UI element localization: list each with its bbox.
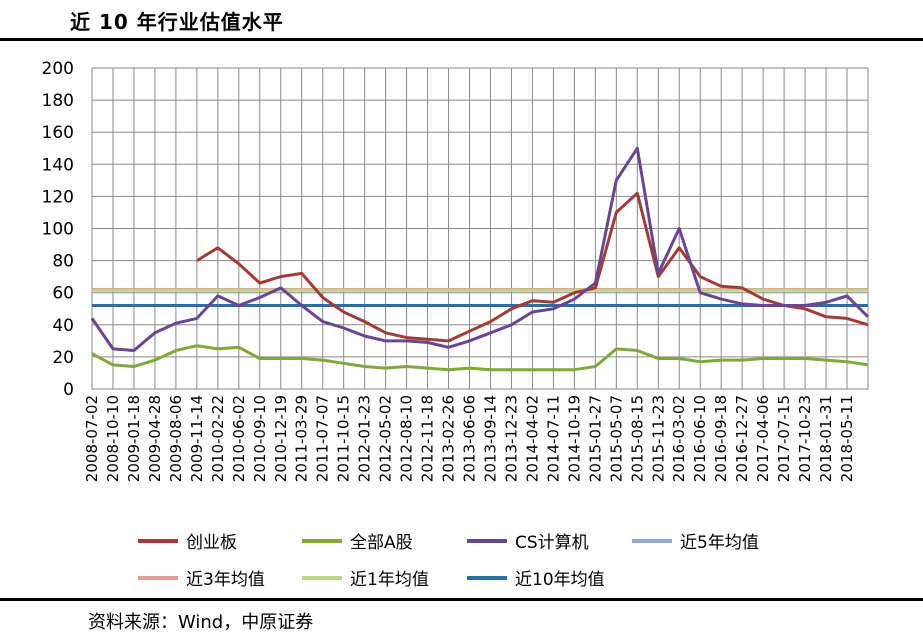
legend-swatch <box>302 576 342 580</box>
x-tick-label: 2010-06-02 <box>230 395 248 482</box>
y-tick-label: 80 <box>52 252 74 272</box>
x-tick-label: 2010-12-19 <box>272 395 290 482</box>
x-tick-label: 2014-04-02 <box>523 395 541 482</box>
y-tick-label: 20 <box>52 348 74 368</box>
legend-label: 近1年均值 <box>350 570 429 590</box>
x-tick-label: 2010-09-10 <box>251 395 269 482</box>
x-tick-label: 2016-12-27 <box>733 395 751 482</box>
x-tick-label: 2008-07-02 <box>83 395 101 482</box>
x-tick-label: 2018-01-31 <box>817 395 835 482</box>
legend-label: 近5年均值 <box>680 533 759 553</box>
x-tick-label: 2012-01-23 <box>356 395 374 482</box>
bottom-rule <box>0 598 923 601</box>
x-tick-label: 2012-05-02 <box>377 395 395 482</box>
y-tick-label: 140 <box>42 155 74 175</box>
y-tick-label: 160 <box>42 123 74 143</box>
legend-label: CS计算机 <box>515 533 589 553</box>
y-tick-label: 40 <box>52 316 74 336</box>
x-tick-label: 2009-04-28 <box>146 395 164 482</box>
legend-swatch <box>138 539 178 543</box>
legend-label: 全部A股 <box>350 533 413 553</box>
top-rule <box>0 38 923 41</box>
x-tick-label: 2015-05-07 <box>607 395 625 482</box>
x-tick-label: 2017-07-15 <box>775 395 793 482</box>
x-tick-label: 2016-09-18 <box>712 395 730 482</box>
legend-label: 创业板 <box>186 533 237 553</box>
y-tick-label: 200 <box>42 59 74 79</box>
legend-label: 近10年均值 <box>515 570 605 590</box>
legend-swatch <box>467 539 507 543</box>
legend-swatch <box>302 539 342 543</box>
x-tick-label: 2013-02-26 <box>440 395 458 482</box>
x-tick-label: 2017-04-06 <box>754 395 772 482</box>
x-tick-label: 2016-06-10 <box>691 395 709 482</box>
legend-swatch <box>632 539 672 543</box>
x-tick-label: 2015-11-23 <box>649 395 667 482</box>
x-tick-label: 2013-06-06 <box>461 395 479 482</box>
x-tick-label: 2009-08-06 <box>167 395 185 482</box>
y-tick-label: 60 <box>52 284 74 304</box>
x-tick-label: 2009-01-18 <box>125 395 143 482</box>
legend-swatch <box>138 576 178 580</box>
x-tick-label: 2015-08-15 <box>628 395 646 482</box>
x-tick-label: 2011-10-15 <box>335 395 353 482</box>
y-tick-label: 0 <box>63 380 74 400</box>
x-tick-label: 2009-11-14 <box>188 395 206 482</box>
legend-swatch <box>467 576 507 580</box>
x-tick-label: 2014-10-19 <box>565 395 583 482</box>
x-tick-label: 2011-03-29 <box>293 395 311 482</box>
x-tick-label: 2013-12-23 <box>502 395 520 482</box>
y-tick-label: 180 <box>42 91 74 111</box>
x-tick-label: 2011-07-07 <box>314 395 332 482</box>
source-note: 资料来源：Wind，中原证券 <box>88 612 314 633</box>
legend-label: 近3年均值 <box>186 570 265 590</box>
x-tick-label: 2012-11-18 <box>419 395 437 482</box>
chart-title: 近 10 年行业估值水平 <box>70 10 284 34</box>
y-tick-label: 120 <box>42 187 74 207</box>
series-line <box>90 146 870 352</box>
x-tick-label: 2013-09-14 <box>481 395 499 482</box>
y-tick-label: 100 <box>42 220 74 240</box>
series-line <box>196 191 869 343</box>
x-tick-label: 2018-05-11 <box>838 395 856 482</box>
x-tick-label: 2017-10-23 <box>796 395 814 482</box>
x-tick-label: 2015-01-27 <box>586 395 604 482</box>
x-tick-label: 2014-07-11 <box>544 395 562 482</box>
x-tick-label: 2012-08-10 <box>398 395 416 482</box>
x-tick-label: 2010-02-22 <box>209 395 227 482</box>
series-line <box>91 344 869 372</box>
x-tick-label: 2016-03-02 <box>670 395 688 482</box>
x-tick-label: 2008-10-10 <box>104 395 122 482</box>
